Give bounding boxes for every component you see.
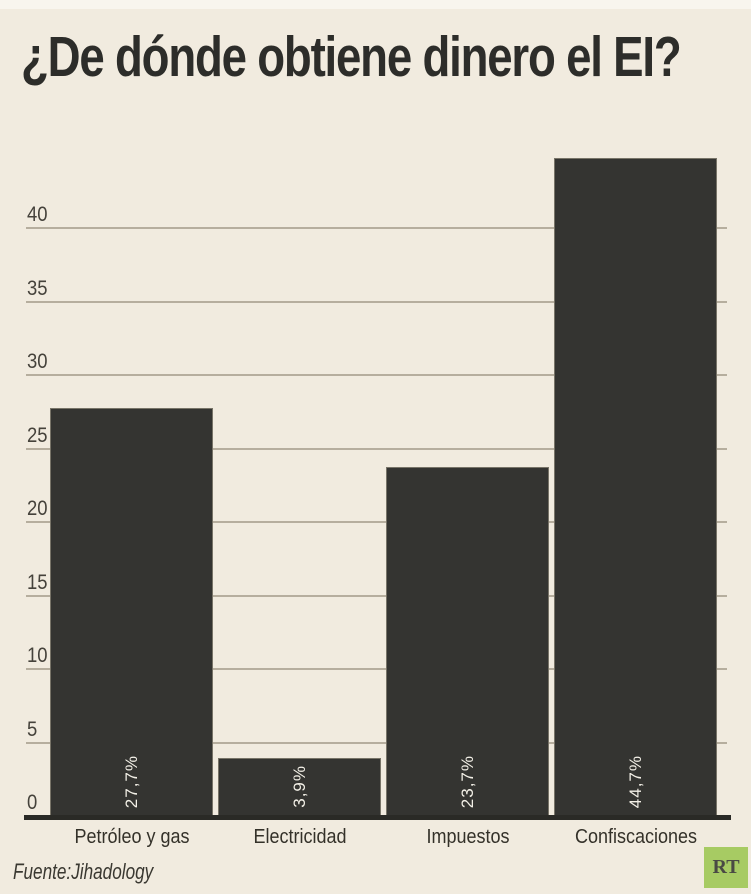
top-strip [0,0,751,9]
y-tick-label-10: 10 [27,644,48,667]
bar-electricidad: 3,9% [218,758,381,815]
gridline-15 [26,594,727,597]
bar-value-electricidad: 3,9% [289,765,309,808]
chart-title: ¿De dónde obtiene dinero el EI? [21,25,682,89]
y-tick-label-0: 0 [27,791,38,814]
gridline-20 [26,521,727,523]
gridline-40 [26,227,727,229]
bar-impuestos: 23,7% [386,467,549,815]
gridline-30 [26,374,727,376]
source-note: Fuente:Jihadology [13,859,154,884]
gridline-10 [26,668,727,670]
y-tick-label-5: 5 [27,717,38,741]
gridline-5 [26,741,727,744]
bar-confiscaciones: 44,7% [554,158,717,815]
x-label-electricidad: Electricidad [252,826,347,848]
bar-value-confiscaciones: 44,7% [625,754,645,808]
gridline-25 [26,447,727,450]
y-tick-label-15: 15 [27,570,48,594]
y-tick-label-20: 20 [27,497,48,520]
y-tick-label-35: 35 [27,276,48,300]
plot-area: 0 5 10 15 20 25 30 35 40 27,7% 3,9% 23,7% 44,7% [26,154,727,815]
gridline-35 [26,300,727,303]
bar-petroleo-y-gas: 27,7% [50,408,213,815]
y-tick-label-25: 25 [27,423,48,447]
y-tick-label-30: 30 [27,350,48,373]
bar-value-impuestos: 23,7% [457,754,477,808]
x-label-impuestos: Impuestos [425,826,510,848]
x-label-confiscaciones: Confiscaciones [574,826,697,848]
y-tick-label-40: 40 [27,203,48,226]
x-label-petroleo-y-gas: Petróleo y gas [73,826,190,848]
bar-value-petroleo-y-gas: 27,7% [121,754,141,808]
rt-logo: RT [704,847,748,888]
rt-logo-text: RT [712,856,740,878]
x-axis-line [24,815,731,820]
